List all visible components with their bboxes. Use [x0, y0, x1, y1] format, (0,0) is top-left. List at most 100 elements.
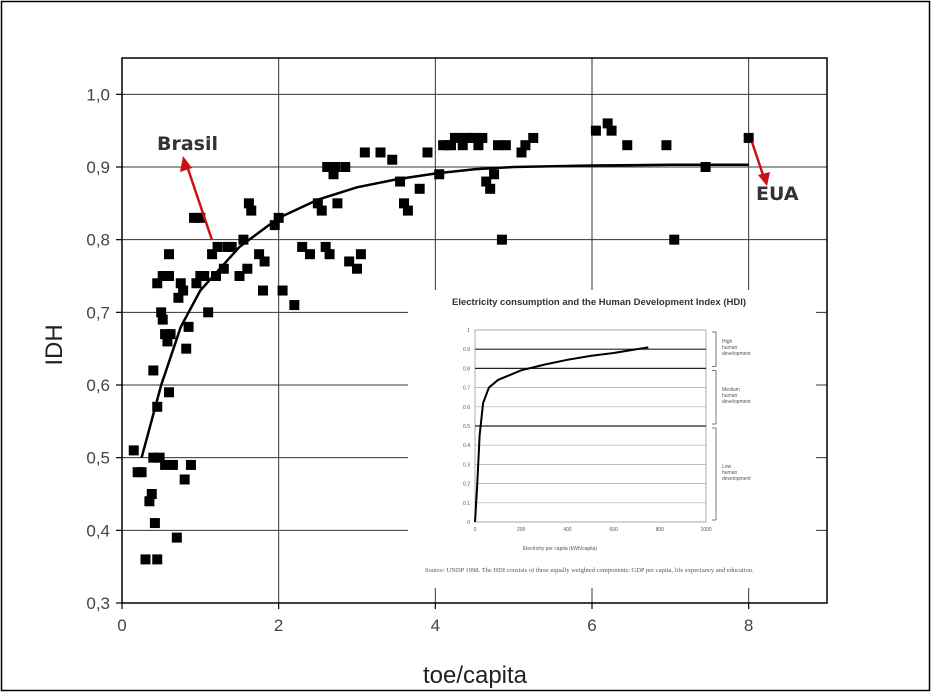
data-point	[226, 241, 237, 252]
data-point	[162, 336, 173, 347]
inset-y-ticks: 1 0.9 0.8 0.7 0.6 0.5 0.4 0.3 0.2 0.1 0	[463, 328, 470, 526]
annotation-brasil-arrowhead	[180, 156, 192, 172]
data-point	[520, 140, 531, 151]
data-point	[173, 292, 184, 303]
data-point	[157, 314, 168, 325]
data-point	[149, 518, 160, 529]
inset-x-tick-label: 800	[656, 527, 665, 533]
data-point	[277, 285, 288, 296]
inset-y-tick-label: 0.7	[463, 386, 470, 392]
data-point	[669, 234, 680, 245]
data-point	[328, 169, 339, 180]
inset-y-tick-label: 0.1	[463, 501, 470, 507]
inset-y-tick-label: 1	[467, 328, 470, 334]
inset-x-tick-label: 400	[563, 527, 572, 533]
data-point	[171, 532, 182, 543]
inset-gridlines	[474, 329, 707, 523]
data-point	[446, 140, 456, 151]
inset-background	[408, 290, 816, 588]
data-point	[148, 365, 159, 376]
data-point	[156, 307, 167, 318]
data-point	[254, 249, 265, 260]
data-point	[246, 205, 257, 216]
data-point	[469, 132, 480, 143]
data-point	[743, 132, 754, 143]
x-tick-label: 2	[274, 616, 283, 635]
data-point	[457, 140, 468, 151]
inset-title: Electricity consumption and the Human De…	[452, 297, 746, 308]
data-point	[203, 307, 214, 318]
data-point	[344, 256, 355, 267]
data-point	[312, 198, 323, 209]
data-point	[297, 241, 308, 252]
data-point	[152, 401, 163, 412]
inset-band-label: human	[722, 345, 738, 351]
plot-area-border	[121, 57, 828, 604]
data-point	[481, 176, 492, 187]
inset-development-bands: HighhumandevelopmentMediumhumandevelopme…	[712, 331, 751, 521]
inset-band-label: development	[722, 399, 751, 405]
inset-x-tick-label: 0	[474, 527, 477, 533]
data-point	[305, 249, 315, 260]
data-point	[144, 496, 155, 507]
inset-chart: Electricity consumption and the Human De…	[408, 290, 816, 588]
data-point	[528, 132, 539, 143]
data-point	[164, 271, 174, 281]
data-point	[422, 147, 433, 158]
data-point	[157, 271, 168, 281]
data-point	[152, 554, 163, 565]
data-point	[661, 140, 672, 151]
inset-y-tick-label: 0.3	[463, 462, 470, 468]
data-point	[395, 176, 406, 187]
x-axis-label: toe/capita	[423, 662, 528, 689]
data-point	[178, 285, 189, 296]
data-point	[164, 249, 174, 260]
data-point	[489, 169, 500, 180]
inset-x-ticks: 0 200 400 600 800 1000	[474, 527, 712, 533]
inset-band-label: High	[722, 339, 733, 345]
data-point	[146, 489, 157, 499]
data-point	[477, 132, 488, 143]
x-tick-label: 6	[587, 616, 596, 635]
data-point	[324, 249, 335, 260]
data-point	[152, 278, 163, 289]
data-point	[189, 212, 200, 223]
data-point	[164, 387, 174, 398]
fit-curve	[140, 163, 749, 459]
data-point	[602, 118, 613, 129]
inset-y-tick-label: 0.4	[463, 443, 470, 449]
inset-source-note: Source: UNDP 1998. The HDI consists of t…	[425, 567, 754, 574]
y-tick-label: 0,8	[86, 231, 110, 250]
data-point	[453, 132, 464, 143]
annotation-brasil-label: Brasil	[157, 133, 218, 155]
annotation-brasil: Brasil	[157, 133, 218, 241]
y-tick-label: 0,6	[86, 376, 110, 395]
data-point	[493, 140, 503, 151]
inset-y-tick-label: 0.9	[463, 347, 470, 353]
inset-band-label: human	[722, 470, 738, 476]
annotation-brasil-arrow	[184, 162, 214, 241]
data-point	[289, 300, 300, 311]
annotation-eua: EUA	[750, 141, 799, 205]
data-point	[332, 198, 343, 209]
inset-band-label: Low	[722, 464, 732, 470]
inset-x-tick-label: 1000	[700, 527, 711, 533]
data-point	[473, 140, 484, 151]
data-points	[128, 118, 754, 565]
inset-y-tick-label: 0.5	[463, 424, 470, 430]
data-point	[259, 256, 270, 267]
data-point	[496, 234, 507, 245]
y-axis-label: IDH	[41, 324, 68, 365]
x-tick-label: 8	[744, 616, 753, 635]
data-point	[316, 205, 327, 216]
data-point	[355, 249, 366, 260]
data-point	[242, 263, 253, 274]
data-point	[179, 474, 190, 485]
inset-band-label: Medium	[722, 387, 740, 393]
data-point	[485, 183, 496, 194]
data-point	[199, 271, 210, 281]
inset-y-tick-label: 0.2	[463, 482, 470, 488]
data-point	[340, 162, 351, 172]
